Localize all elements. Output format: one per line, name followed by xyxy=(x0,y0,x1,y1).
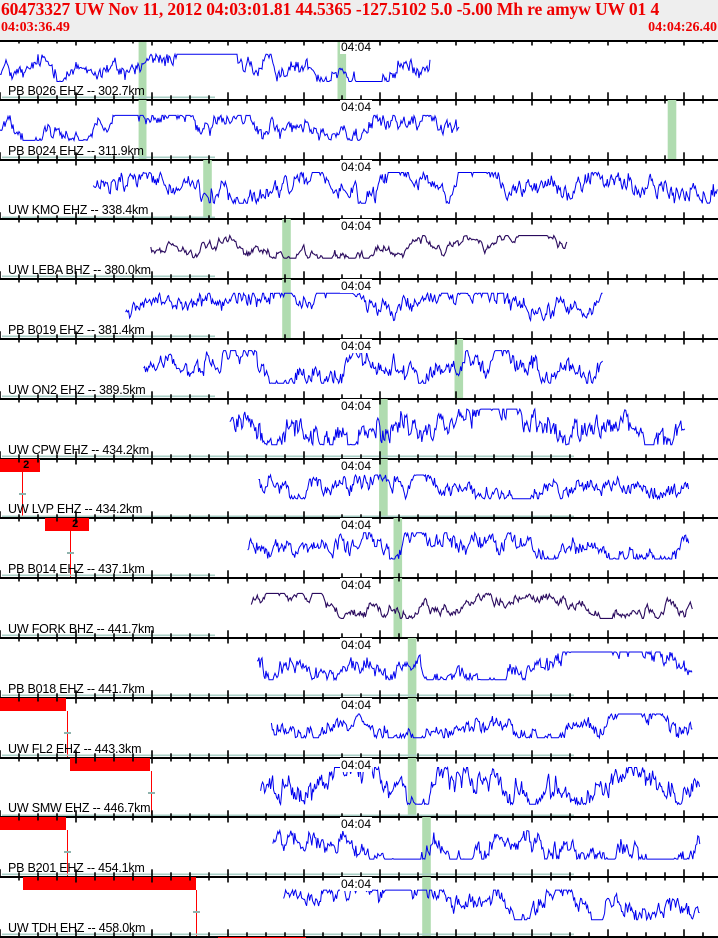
trace-row[interactable]: UW LEBA BHZ -- 380.0km 04:04 xyxy=(0,219,718,280)
trace-station-label: PB B201 EHZ -- 454.1km xyxy=(8,861,145,876)
phase-pick-tick xyxy=(67,552,74,555)
trace-row[interactable]: PB B201 EHZ -- 454.1km 04:04 xyxy=(0,817,718,878)
trace-row[interactable]: PB B024 EHZ -- 311.9km 04:04 xyxy=(0,99,718,160)
trace-panel[interactable]: PB B026 EHZ -- 302.7km 04:04 PB B024 EHZ -… xyxy=(0,40,718,938)
trace-row[interactable]: UW FL2 EHZ -- 443.3km 04:04 xyxy=(0,697,718,758)
waveform-polyline xyxy=(247,531,690,561)
waveform-polyline xyxy=(0,52,431,83)
phase-pick-connector-top xyxy=(0,458,21,472)
axis-time-label: 04:04 xyxy=(340,99,373,114)
trace-row[interactable]: PB B019 EHZ -- 381.4km 04:04 xyxy=(0,279,718,339)
axis-time-label: 04:04 xyxy=(340,697,373,712)
time-highlight-band xyxy=(407,757,417,818)
phase-pick-connector-top xyxy=(0,697,66,711)
phase-pick-connector-top xyxy=(0,817,66,831)
waveform-polyline xyxy=(250,592,693,620)
trace-station-label: UW FL2 EHZ -- 443.3km xyxy=(8,741,142,756)
axis-time-label: 04:04 xyxy=(340,159,373,174)
waveform-polyline xyxy=(92,170,718,205)
trace-row[interactable]: UW CPW EHZ -- 434.2km 04:04 xyxy=(0,398,718,459)
trace-row[interactable]: PB B014 EHZ -- 437.1km 04:04 xyxy=(0,518,718,579)
axis-time-label: 04:04 xyxy=(340,219,373,234)
waveform-polyline xyxy=(143,349,603,385)
time-highlight-band xyxy=(454,339,464,399)
time-highlight-band xyxy=(422,877,431,937)
window-end-time: 04:04:26.40 xyxy=(648,20,717,35)
axis-time-label: 04:04 xyxy=(340,817,373,832)
time-highlight-band xyxy=(138,99,147,160)
trace-station-label: UW KMO EHZ -- 338.4km xyxy=(8,203,149,218)
axis-time-label: 04:04 xyxy=(340,339,373,353)
axis-time-label: 04:04 xyxy=(340,578,373,593)
time-highlight-band xyxy=(337,40,347,100)
waveform-polyline xyxy=(150,234,568,261)
trace-waveform-plot xyxy=(0,159,718,220)
window-start-time: 04:03:36.49 xyxy=(1,20,70,35)
trace-row[interactable]: UW TDH EHZ -- 458.0km 04:04 xyxy=(0,877,718,937)
trace-row[interactable]: UW SMW EHZ -- 446.7km 04:04 xyxy=(0,757,718,818)
phase-pick-tick xyxy=(19,492,26,495)
row-separator xyxy=(0,936,718,938)
waveform-polyline xyxy=(283,888,700,922)
trace-row[interactable]: UW ON2 EHZ -- 389.5km 04:04 xyxy=(0,339,718,399)
trace-row[interactable]: UW KMO EHZ -- 338.4km 04:04 xyxy=(0,159,718,220)
trace-row[interactable]: PB B018 EHZ -- 441.7km 04:04 xyxy=(0,638,718,698)
waveform-polyline xyxy=(260,765,701,806)
time-highlight-band xyxy=(407,638,417,698)
axis-time-label: 04:04 xyxy=(340,40,373,54)
trace-row[interactable]: UW LVP EHZ -- 434.2km 04:04 xyxy=(0,458,718,519)
time-highlight-band xyxy=(667,99,677,160)
axis-time-label: 04:04 xyxy=(340,279,373,294)
axis-time-label: 04:04 xyxy=(340,518,373,533)
phase-pick-tick xyxy=(193,911,200,914)
trace-row[interactable]: UW FORK BHZ -- 441.7km 04:04 xyxy=(0,578,718,638)
waveform-polyline xyxy=(256,650,693,682)
axis-time-label: 04:04 xyxy=(340,638,373,652)
waveform-polyline xyxy=(125,291,603,323)
axis-time-label: 04:04 xyxy=(340,398,373,413)
trace-station-label: UW TDH EHZ -- 458.0km xyxy=(8,920,146,935)
axis-time-label: 04:04 xyxy=(340,757,373,772)
event-header-bar: 60473327 UW Nov 11, 2012 04:03:01.81 44.… xyxy=(0,0,718,40)
time-highlight-band xyxy=(282,219,291,280)
waveform-polyline xyxy=(270,712,693,740)
time-highlight-band xyxy=(393,518,403,579)
trace-station-label: UW LVP EHZ -- 434.2km xyxy=(8,502,143,517)
trace-station-label: PB B019 EHZ -- 381.4km xyxy=(8,322,145,337)
axis-time-label: 04:04 xyxy=(340,877,373,892)
trace-waveform-plot xyxy=(0,40,704,100)
trace-waveform-plot xyxy=(0,757,704,818)
waveform-polyline xyxy=(258,472,689,501)
phase-pick-tick xyxy=(148,791,155,794)
waveform-polyline xyxy=(0,113,460,142)
trace-station-label: UW ON2 EHZ -- 389.5km xyxy=(8,382,146,397)
time-highlight-band xyxy=(203,159,212,220)
trace-station-label: UW FORK BHZ -- 441.7km xyxy=(8,621,155,636)
trace-waveform-plot xyxy=(0,697,704,758)
trace-station-label: PB B026 EHZ -- 302.7km xyxy=(8,83,145,98)
trace-station-label: UW CPW EHZ -- 434.2km xyxy=(8,442,149,457)
phase-pick-tick xyxy=(64,731,71,734)
trace-station-label: PB B018 EHZ -- 441.7km xyxy=(8,681,145,696)
phase-pick-connector-top xyxy=(70,757,150,771)
trace-station-label: UW LEBA BHZ -- 380.0km xyxy=(8,263,151,278)
trace-station-label: PB B024 EHZ -- 311.9km xyxy=(8,143,144,158)
time-highlight-band xyxy=(379,458,388,519)
trace-station-label: UW SMW EHZ -- 446.7km xyxy=(8,801,151,816)
plot-top-border xyxy=(0,40,718,42)
phase-pick-connector-top xyxy=(45,518,71,532)
time-highlight-band xyxy=(282,279,291,339)
time-highlight-band xyxy=(407,697,417,758)
trace-station-label: PB B014 EHZ -- 437.1km xyxy=(8,562,145,577)
waveform-polyline xyxy=(229,407,686,447)
axis-time-label: 04:04 xyxy=(340,458,373,473)
waveform-polyline xyxy=(272,829,701,862)
phase-pick-tick xyxy=(64,851,71,854)
time-highlight-band xyxy=(379,398,388,459)
event-header-title: 60473327 UW Nov 11, 2012 04:03:01.81 44.… xyxy=(1,0,660,19)
trace-row[interactable]: PB B026 EHZ -- 302.7km 04:04 xyxy=(0,40,718,100)
time-highlight-band xyxy=(138,40,147,100)
